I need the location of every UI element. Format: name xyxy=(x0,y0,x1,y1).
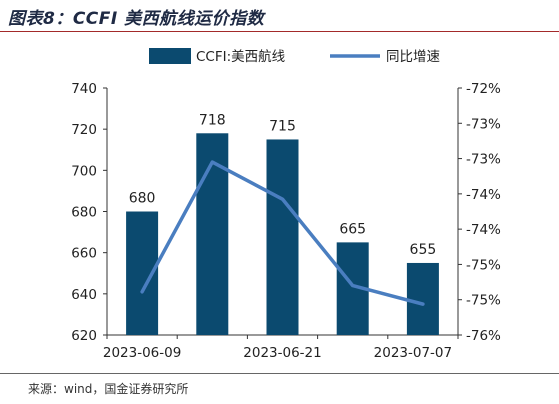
right-tick-label: -74% xyxy=(466,222,501,238)
source-divider xyxy=(0,373,559,374)
left-tick-label: 720 xyxy=(71,122,97,138)
x-tick-label: 2023-06-09 xyxy=(103,345,181,361)
left-tick-label: 700 xyxy=(71,163,97,179)
right-tick-label: -76% xyxy=(466,328,501,344)
chart-title: 图表8：CCFI 美西航线运价指数 xyxy=(8,9,265,29)
yoy-growth-line xyxy=(140,160,425,306)
legend-bar-swatch xyxy=(149,48,191,64)
source-note: 来源：wind，国金证券研究所 xyxy=(28,382,189,396)
bar-value-label: 718 xyxy=(199,112,226,128)
bar-value-label: 665 xyxy=(339,221,366,237)
x-tick-label: 2023-06-21 xyxy=(243,345,321,361)
right-tick-label: -73% xyxy=(466,152,501,168)
bar-value-label: 715 xyxy=(269,118,296,134)
legend-line-label: 同比增速 xyxy=(386,49,440,65)
bar xyxy=(406,262,439,335)
legend-bar-label: CCFI:美西航线 xyxy=(196,49,285,65)
left-tick-label: 620 xyxy=(71,328,97,344)
left-tick-label: 680 xyxy=(71,205,97,221)
left-tick-label: 660 xyxy=(71,246,97,262)
right-tick-label: -73% xyxy=(466,116,501,132)
bar-value-label: 680 xyxy=(129,191,156,207)
right-tick-label: -72% xyxy=(466,81,501,97)
chart: 620 640 660 680 700 720 740 -76% -75% -75% -74% -74… xyxy=(71,48,501,361)
right-tick-label: -75% xyxy=(466,293,501,309)
x-tick-label: 2023-07-07 xyxy=(374,345,452,361)
bar-value-label: 655 xyxy=(410,242,437,258)
bar xyxy=(266,139,299,335)
left-tick-label: 740 xyxy=(71,81,97,97)
title-divider xyxy=(0,31,559,32)
left-tick-label: 640 xyxy=(71,287,97,303)
right-tick-label: -74% xyxy=(466,187,501,203)
right-tick-label: -75% xyxy=(466,257,501,273)
